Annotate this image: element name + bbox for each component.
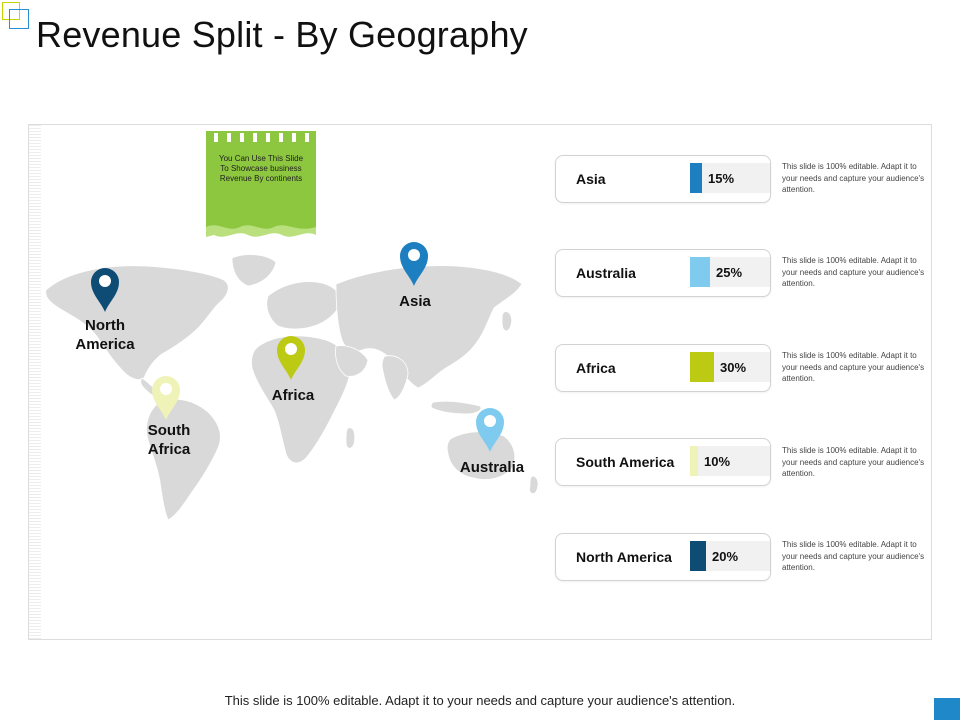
map-greenland: [231, 254, 277, 287]
map-africa: [251, 335, 351, 464]
sticky-note-text[interactable]: You Can Use This Slide To Showcase busin…: [218, 154, 304, 183]
pin-africa-icon: [275, 334, 307, 382]
region-label: South America: [576, 454, 675, 470]
region-label: Africa: [576, 360, 616, 376]
share-bar-track: 15%: [690, 163, 770, 193]
share-bar-track: 25%: [690, 257, 770, 287]
map-europe: [266, 281, 341, 330]
side-note-text[interactable]: This slide is 100% editable. Adapt it to…: [782, 540, 925, 572]
frame-stripe: [29, 125, 41, 639]
slide-footer[interactable]: This slide is 100% editable. Adapt it to…: [224, 693, 736, 708]
region-card-australia: Australia 25%: [555, 249, 771, 297]
map-label-australia: Australia: [459, 459, 525, 476]
region-label: Asia: [576, 171, 606, 187]
region-card-africa: Africa 30%: [555, 344, 771, 392]
side-note-text[interactable]: This slide is 100% editable. Adapt it to…: [782, 162, 925, 194]
region-card-asia: Asia 15%: [555, 155, 771, 203]
map-arabia: [335, 345, 369, 377]
map-indonesia: [430, 400, 482, 415]
share-percent: 15%: [708, 171, 735, 186]
pin-north-america-icon: [89, 266, 121, 314]
logo-square-outline: [2, 2, 20, 20]
side-note-text[interactable]: This slide is 100% editable. Adapt it to…: [782, 256, 925, 288]
share-bar-fill: [690, 257, 710, 287]
share-percent: 20%: [712, 549, 739, 564]
sticky-note: You Can Use This Slide To Showcase busin…: [206, 131, 316, 243]
share-bar-fill: [690, 163, 702, 193]
region-card-north-america: North America 20%: [555, 533, 771, 581]
region-label: North America: [576, 549, 672, 565]
logo-square-outline-blue: [9, 9, 29, 29]
side-note-text[interactable]: This slide is 100% editable. Adapt it to…: [782, 351, 925, 383]
share-percent: 25%: [716, 265, 743, 280]
map-north-america: [45, 265, 229, 380]
sticky-note-shape: [206, 131, 316, 237]
share-bar-fill: [690, 446, 698, 476]
side-note-text[interactable]: This slide is 100% editable. Adapt it to…: [782, 446, 925, 478]
share-bar-track: 20%: [690, 541, 770, 571]
share-percent: 10%: [704, 454, 731, 469]
region-label: Australia: [576, 265, 636, 281]
share-bar-fill: [690, 541, 706, 571]
map-india: [381, 355, 409, 401]
map-label-north-america: North America: [75, 317, 135, 353]
corner-accent: [934, 698, 960, 720]
map-label-south-america: South Africa: [147, 422, 191, 458]
region-card-south-america: South America 10%: [555, 438, 771, 486]
pin-asia-icon: [398, 240, 430, 288]
map-new-zealand: [529, 475, 539, 494]
share-bar-track: 30%: [690, 352, 770, 382]
map-label-africa: Africa: [271, 387, 315, 404]
pin-australia-icon: [474, 406, 506, 454]
pin-south-america-icon: [150, 374, 182, 422]
map-south-america: [146, 398, 221, 521]
slide-title[interactable]: Revenue Split - By Geography: [36, 14, 528, 55]
content-frame: [28, 124, 932, 640]
map-japan: [501, 311, 512, 332]
map-madagascar: [345, 427, 356, 449]
share-bar-fill: [690, 352, 714, 382]
share-percent: 30%: [720, 360, 747, 375]
world-map: [45, 254, 539, 521]
map-label-asia: Asia: [399, 293, 431, 310]
share-bar-track: 10%: [690, 446, 770, 476]
